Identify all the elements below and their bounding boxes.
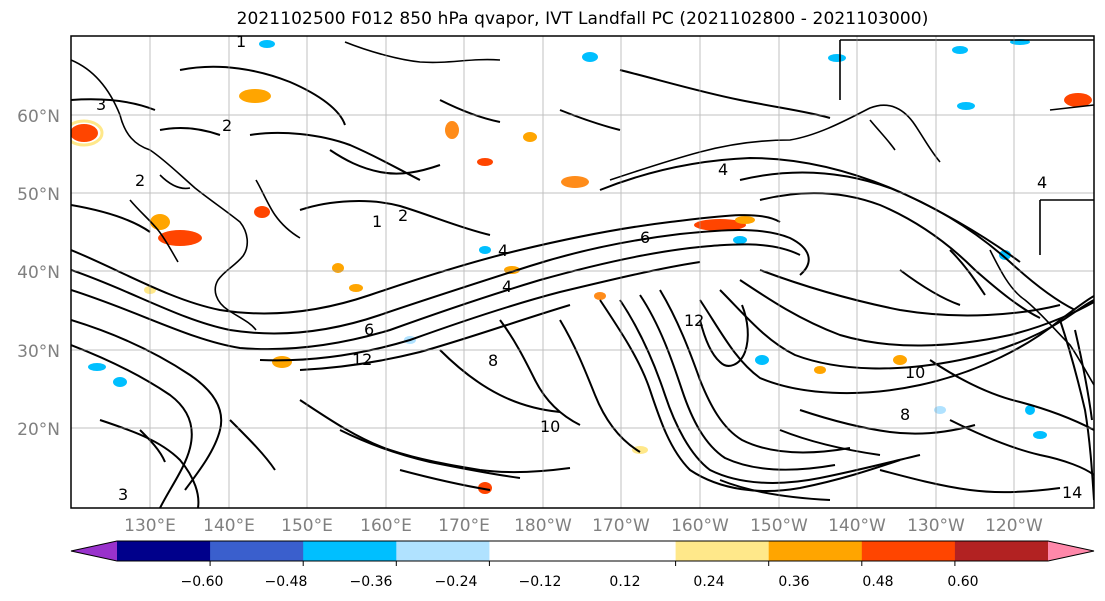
contour-label: 8 xyxy=(900,405,910,424)
colorbar-tick-label: −0.24 xyxy=(435,574,478,590)
colorbar-tick-label: 0.24 xyxy=(693,574,724,590)
lon-label: 130°W xyxy=(907,516,965,536)
contour-label: 3 xyxy=(118,485,128,504)
colorbar-min-extend xyxy=(71,541,117,561)
contour-label: 2 xyxy=(398,206,408,225)
lat-label: 60°N xyxy=(17,107,60,127)
colorbar-tick-label: 0.36 xyxy=(778,574,809,590)
lon-label: 120°W xyxy=(985,516,1043,536)
colorbar-swatch xyxy=(396,541,490,561)
contour-label: 6 xyxy=(364,320,374,339)
contour-label: 12 xyxy=(684,311,704,330)
gridlines xyxy=(71,36,1094,508)
colorbar-swatch xyxy=(303,541,397,561)
contour-label: 12 xyxy=(352,350,372,369)
lat-label: 40°N xyxy=(17,263,60,283)
contour-label: 6 xyxy=(640,228,650,247)
contour-label: 10 xyxy=(905,363,925,382)
lon-label: 140°E xyxy=(203,516,255,536)
ivt-contours xyxy=(71,65,1094,508)
colorbar-swatch xyxy=(582,541,677,561)
latitude-labels: 60°N 50°N 40°N 30°N 20°N xyxy=(17,107,60,440)
contour-label: 4 xyxy=(502,277,512,296)
lat-label: 30°N xyxy=(17,342,60,362)
colorbar-tick-label: 0.48 xyxy=(862,574,893,590)
contour-label: 1 xyxy=(236,32,246,51)
colorbar-tick-label: −0.36 xyxy=(350,574,393,590)
colorbar-swatch xyxy=(489,541,583,561)
longitude-labels: 130°E 140°E 150°E 160°E 170°E 180°W 170°… xyxy=(124,516,1043,536)
colorbar: −0.60 −0.48 −0.36 −0.24 −0.12 0.12 0.24 … xyxy=(70,540,1095,590)
lon-label: 130°E xyxy=(124,516,176,536)
map-frame xyxy=(70,35,1095,509)
contour-label: 1 xyxy=(372,212,382,231)
lon-label: 150°E xyxy=(281,516,333,536)
colorbar-swatch xyxy=(954,541,1049,561)
colorbar-tick-labels: −0.60 −0.48 −0.36 −0.24 −0.12 0.12 0.24 … xyxy=(181,574,979,590)
lon-label: 160°E xyxy=(360,516,412,536)
contour-label: 2 xyxy=(135,171,145,190)
colorbar-swatch xyxy=(117,541,211,561)
lon-label: 170°E xyxy=(438,516,490,536)
colorbar-tick-label: −0.12 xyxy=(519,574,562,590)
lon-label: 170°W xyxy=(592,516,650,536)
colorbar-max-extend xyxy=(1048,541,1094,561)
contour-label: 14 xyxy=(1062,483,1082,502)
qvapor-shading xyxy=(71,39,1092,494)
lon-label: 150°W xyxy=(750,516,808,536)
contour-label: 4 xyxy=(718,160,728,179)
lat-label: 20°N xyxy=(17,420,60,440)
contour-label: 8 xyxy=(488,351,498,370)
colorbar-swatch xyxy=(675,541,770,561)
lon-label: 160°W xyxy=(671,516,729,536)
contour-label: 3 xyxy=(96,95,106,114)
colorbar-tick-label: −0.48 xyxy=(265,574,308,590)
contour-label: 4 xyxy=(498,241,508,260)
contour-labels: 1 2 2 2 3 4 4 4 4 6 6 8 8 10 10 12 12 14… xyxy=(96,32,1082,504)
colorbar-outline xyxy=(70,540,1095,562)
chart-title: 2021102500 F012 850 hPa qvapor, IVT Land… xyxy=(236,9,929,29)
colorbar-swatch xyxy=(210,541,304,561)
colorbar-swatch xyxy=(861,541,956,561)
lon-label: 180°W xyxy=(514,516,572,536)
colorbar-swatch xyxy=(768,541,863,561)
lat-label: 50°N xyxy=(17,185,60,205)
colorbar-tick-label: 0.60 xyxy=(947,574,978,590)
lon-label: 140°W xyxy=(828,516,886,536)
colorbar-tick-label: −0.60 xyxy=(181,574,224,590)
contour-label: 4 xyxy=(1037,173,1047,192)
contour-label: 2 xyxy=(222,116,232,135)
contour-label: 10 xyxy=(540,417,560,436)
colorbar-tick-label: 0.12 xyxy=(609,574,640,590)
